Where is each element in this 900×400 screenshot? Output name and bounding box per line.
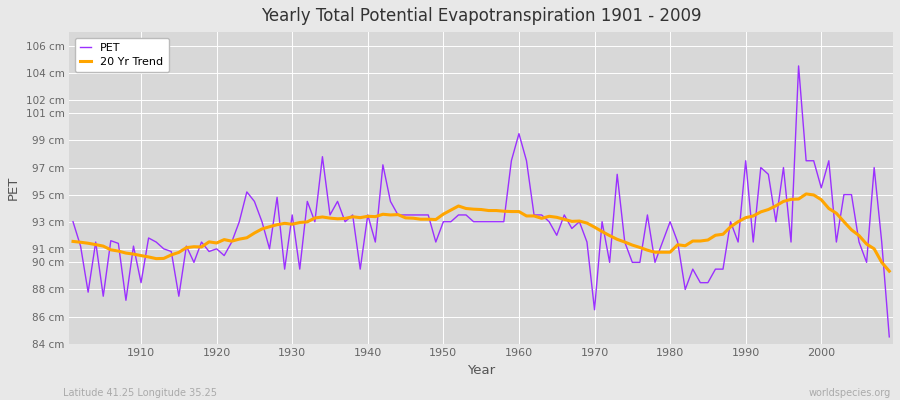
20 Yr Trend: [294, 220, 305, 225]
Line: PET: PET: [73, 66, 889, 337]
PET: [339, 219, 350, 224]
Y-axis label: PET: PET: [7, 176, 20, 200]
Text: worldspecies.org: worldspecies.org: [809, 388, 891, 398]
Title: Yearly Total Potential Evapotranspiration 1901 - 2009: Yearly Total Potential Evapotranspiratio…: [261, 7, 701, 25]
PET: [514, 131, 525, 136]
X-axis label: Year: Year: [467, 364, 495, 377]
Line: 20 Yr Trend: 20 Yr Trend: [73, 194, 889, 271]
PET: [128, 244, 139, 248]
20 Yr Trend: [801, 192, 812, 196]
PET: [793, 64, 804, 68]
PET: [506, 158, 517, 163]
20 Yr Trend: [506, 209, 517, 214]
Text: Latitude 41.25 Longitude 35.25: Latitude 41.25 Longitude 35.25: [63, 388, 217, 398]
20 Yr Trend: [884, 269, 895, 274]
Legend: PET, 20 Yr Trend: PET, 20 Yr Trend: [75, 38, 169, 72]
20 Yr Trend: [128, 252, 139, 256]
20 Yr Trend: [604, 233, 615, 238]
20 Yr Trend: [68, 239, 78, 244]
20 Yr Trend: [514, 209, 525, 214]
PET: [884, 334, 895, 339]
PET: [294, 267, 305, 272]
20 Yr Trend: [339, 216, 350, 221]
PET: [68, 219, 78, 224]
PET: [604, 260, 615, 265]
